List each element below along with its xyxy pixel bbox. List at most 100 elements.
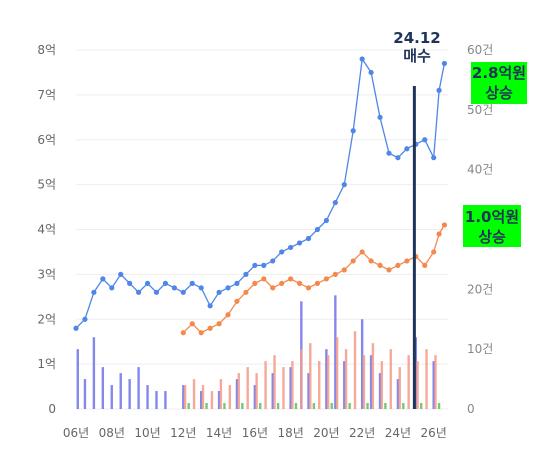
volume-bar [255, 373, 258, 409]
right-tick-label: 60건 [467, 43, 493, 57]
price-line [182, 224, 445, 334]
price-line [75, 57, 446, 329]
volume-bar [432, 361, 435, 409]
annotation-2-line2: 상승 [478, 228, 506, 246]
volume-bar [155, 391, 158, 409]
volume-bar [389, 349, 392, 409]
volume-bar [83, 379, 87, 409]
price-lines [73, 56, 448, 336]
price-point [234, 298, 240, 304]
left-tick-label: 0 [48, 402, 56, 416]
price-point [368, 69, 374, 76]
price-point [180, 289, 186, 295]
volume-bar [353, 331, 357, 409]
price-point [171, 285, 177, 291]
volume-bar [92, 337, 96, 409]
price-point [162, 280, 169, 286]
price-point [216, 289, 222, 295]
left-tick-label: 1억 [37, 357, 56, 371]
volume-bar [264, 361, 267, 409]
price-point [127, 280, 133, 286]
price-point [395, 155, 401, 161]
volume-bar [330, 403, 333, 409]
price-point [359, 249, 365, 255]
price-point [288, 276, 294, 282]
price-point [243, 271, 249, 277]
right-tick-label: 10건 [467, 342, 493, 356]
volume-bar [437, 403, 441, 409]
price-point [431, 249, 437, 255]
volume-bar [182, 385, 185, 409]
left-axis: 0 1억 2억 3억 4억 5억 6억 7억 8억 [37, 43, 56, 416]
price-point [207, 303, 213, 309]
price-point [279, 249, 285, 255]
price-point [234, 280, 240, 286]
volume-bar [164, 391, 167, 409]
volume-bar [217, 391, 221, 409]
price-point [314, 280, 321, 286]
price-point [305, 285, 312, 291]
x-tick-label: 16년 [242, 426, 268, 440]
volume-bar [223, 403, 226, 409]
price-point [216, 321, 222, 327]
left-tick-label: 8억 [37, 43, 56, 57]
x-tick-label: 18년 [277, 426, 303, 440]
volume-bar [291, 361, 294, 409]
volume-bar [246, 367, 249, 409]
price-point [332, 199, 338, 206]
x-tick-label: 26년 [421, 426, 447, 440]
volume-bar [380, 361, 384, 409]
price-point [261, 276, 267, 282]
marker-label-line1: 24.12 [393, 29, 440, 47]
volume-bar [128, 379, 131, 409]
price-point [270, 285, 276, 291]
price-point [118, 271, 124, 277]
price-point [288, 244, 294, 251]
price-point [441, 222, 448, 228]
annotation-1-line2: 상승 [485, 84, 513, 102]
volume-bar [362, 355, 366, 409]
price-point [109, 285, 115, 291]
price-point [441, 60, 448, 67]
volume-bar [271, 373, 274, 409]
x-tick-label: 08년 [99, 426, 125, 440]
volume-bar [366, 403, 369, 409]
price-point [270, 258, 276, 264]
volume-bar [137, 367, 140, 409]
left-tick-label: 3억 [37, 267, 56, 281]
price-point [198, 285, 204, 291]
annotation-box-1 [471, 62, 527, 104]
right-tick-label: 50건 [467, 103, 493, 117]
price-point [368, 258, 374, 264]
right-tick-label: 0 [467, 402, 475, 416]
x-axis: 06년 08년 10년 12년 14년 16년 18년 20년 22년 24년 26년 [63, 426, 447, 440]
right-tick-label: 20건 [467, 282, 493, 296]
x-tick-label: 14년 [206, 426, 232, 440]
price-point [436, 87, 442, 93]
volume-bar [235, 379, 239, 409]
price-point [422, 137, 428, 143]
volume-bar [309, 343, 312, 409]
volume-bar [334, 295, 337, 409]
volume-bar [343, 361, 346, 409]
volume-bars [76, 295, 441, 409]
left-tick-label: 4억 [37, 223, 56, 237]
volume-bar [307, 373, 310, 409]
volume-bar [371, 343, 375, 409]
price-point [296, 280, 303, 286]
left-tick-label: 7억 [37, 88, 56, 102]
price-point [323, 276, 329, 282]
price-point [395, 262, 401, 268]
x-tick-label: 06년 [63, 426, 89, 440]
volume-bar [312, 403, 316, 409]
volume-bar [253, 385, 257, 409]
price-point [153, 289, 160, 295]
volume-bar [101, 367, 105, 409]
volume-bar [199, 391, 203, 409]
price-point [431, 155, 437, 161]
volume-bar [369, 355, 373, 409]
price-point [144, 280, 151, 286]
volume-bar [192, 379, 196, 409]
x-tick-label: 10년 [134, 426, 160, 440]
price-point [73, 325, 79, 331]
